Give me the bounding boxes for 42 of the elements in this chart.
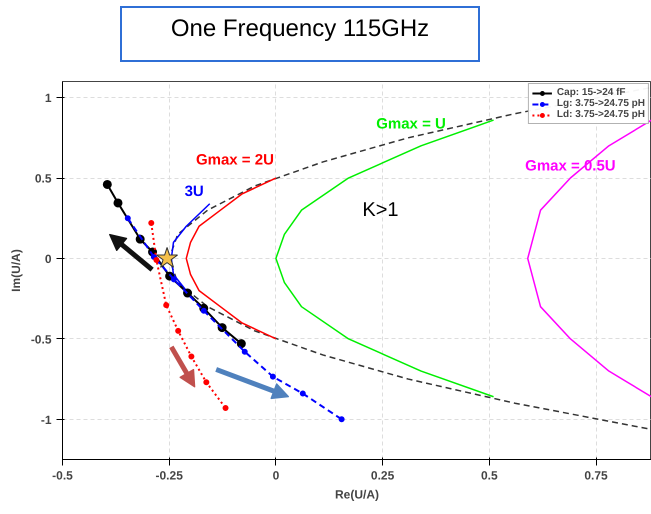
point — [153, 257, 160, 264]
chart-title: One Frequency 115GHz — [170, 14, 430, 44]
point — [102, 180, 112, 189]
x-axis-title: Re(U/A) — [335, 488, 380, 502]
x-tick-label: -0.25 — [156, 468, 184, 482]
x-tick-label: 0.25 — [370, 468, 395, 482]
line-series — [186, 177, 277, 340]
point — [242, 348, 248, 355]
point — [113, 198, 122, 208]
x-tick-label: 0 — [272, 468, 280, 482]
y-axis-title: Im(U/A) — [8, 249, 23, 292]
point — [124, 215, 131, 222]
series-label: Gmax = 0.5U — [525, 158, 616, 175]
point — [300, 390, 306, 397]
point — [203, 379, 210, 386]
point — [200, 308, 207, 314]
annotation: K>1 — [362, 199, 399, 222]
point — [148, 220, 154, 226]
series-label: 3U — [184, 183, 204, 200]
y-tick-label: -1 — [40, 412, 52, 427]
y-tick-label: 1 — [44, 91, 52, 106]
point — [163, 302, 170, 308]
point — [222, 405, 229, 412]
point — [156, 246, 178, 268]
series-label: Gmax = U — [376, 115, 446, 132]
legend-label: Ld: 3.75->24.75 pH — [556, 109, 645, 120]
point — [175, 328, 182, 334]
y-tick-label: 0 — [44, 252, 52, 266]
point — [170, 276, 177, 282]
point — [270, 374, 276, 380]
x-tick-label: 0.5 — [480, 468, 498, 482]
legend-label: Cap: 15->24 fF — [556, 87, 626, 98]
line-series — [275, 119, 494, 398]
series-label: Gmax = 2U — [196, 152, 274, 169]
point — [188, 354, 194, 360]
line-series — [526, 119, 651, 398]
point — [338, 416, 345, 422]
y-tick-label: -0.5 — [30, 332, 52, 346]
point — [236, 339, 246, 348]
y-tick-label: 0.5 — [34, 172, 52, 186]
x-tick-label: 0.75 — [584, 468, 608, 482]
legend-label: Lg: 3.75->24.75 pH — [556, 98, 645, 109]
